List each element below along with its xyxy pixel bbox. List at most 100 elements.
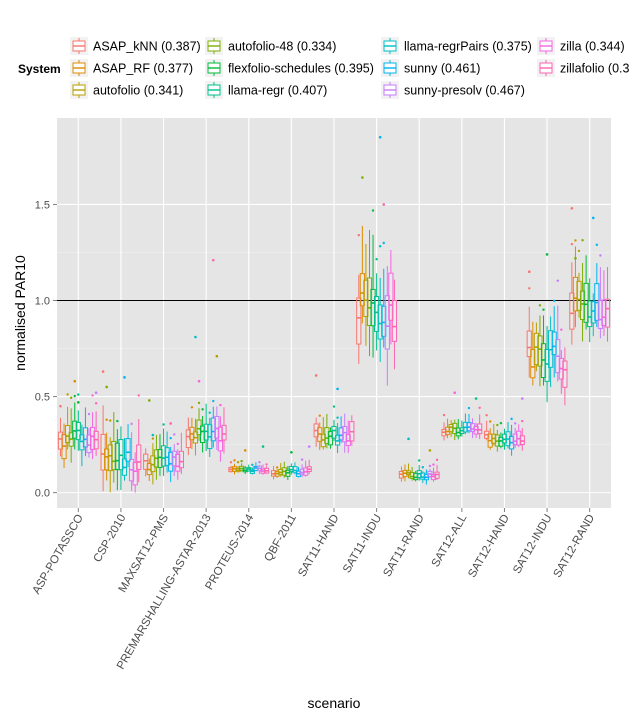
outlier-point (442, 413, 446, 417)
box (132, 462, 138, 486)
legend-label: llama-regr (0.407) (228, 84, 327, 98)
outlier-point (474, 397, 478, 400)
legend-key (205, 59, 223, 77)
y-axis-title: normalised PAR10 (12, 255, 28, 371)
legend-key (381, 81, 399, 99)
box (143, 453, 149, 470)
outlier-point (485, 414, 488, 417)
y-tick-label: 0.0 (35, 488, 50, 500)
outlier-point (151, 437, 155, 440)
x-tick-label: SAT11-RAND (381, 513, 426, 580)
outlier-point (251, 463, 254, 466)
outlier-point (556, 279, 559, 282)
legend-key (537, 37, 555, 55)
box (338, 427, 344, 441)
box (381, 305, 387, 337)
x-tick-label: PROTEUS-2014 (203, 512, 256, 592)
outlier-point (258, 461, 261, 464)
x-tick-label: SAT11-HAND (296, 513, 341, 580)
outlier-point (275, 466, 279, 469)
outlier-point (336, 416, 339, 419)
box (363, 279, 369, 317)
box (221, 424, 227, 441)
outlier-point (233, 459, 236, 462)
outlier-point (243, 449, 247, 452)
outlier-point (123, 376, 126, 379)
outlier-point (94, 391, 98, 395)
outlier-point (176, 442, 179, 446)
box (537, 335, 543, 367)
legend-label: ASAP_RF (0.377) (93, 62, 193, 76)
outlier-point (169, 422, 172, 425)
legend-key (205, 81, 223, 99)
box (150, 455, 156, 473)
box (601, 299, 607, 326)
outlier-point (300, 458, 304, 461)
box (86, 434, 92, 454)
box (374, 296, 380, 332)
outlier-point (591, 216, 595, 220)
box (100, 433, 106, 471)
box (359, 273, 365, 307)
outlier-point (307, 445, 311, 448)
outlier-point (169, 436, 172, 440)
x-tick-label: SAT12-RAND (552, 513, 598, 580)
outlier-point (357, 233, 360, 237)
box (572, 276, 579, 312)
x-tick-label: PREMARSHALLING-ASTAR-2013 (115, 513, 214, 672)
outlier-point (570, 242, 574, 246)
box (331, 425, 337, 439)
outlier-point (336, 387, 339, 391)
outlier-point (478, 406, 481, 410)
outlier-point (435, 458, 439, 462)
outlier-point (194, 335, 197, 339)
outlier-point (378, 135, 382, 139)
box (583, 282, 589, 323)
outlier-point (137, 394, 140, 397)
box (562, 360, 568, 388)
box (587, 300, 593, 328)
outlier-point (574, 256, 577, 260)
outlier-point (215, 354, 219, 358)
outlier-point (467, 406, 471, 410)
box (604, 298, 611, 328)
outlier-point (428, 449, 432, 452)
outlier-point (261, 445, 265, 448)
outlier-point (265, 463, 268, 466)
legend-label: sunny-presolv (0.467) (404, 84, 525, 98)
box (104, 448, 110, 471)
box (544, 348, 550, 382)
outlier-point (489, 420, 492, 423)
y-tick-label: 0.5 (35, 392, 50, 404)
box (413, 472, 419, 481)
outlier-point (577, 249, 581, 253)
box (210, 417, 216, 442)
legend-label: zillafolio (0.3 (560, 62, 630, 76)
box (65, 425, 71, 443)
outlier-point (201, 408, 204, 411)
outlier-point (147, 399, 151, 402)
outlier-point (314, 374, 318, 377)
outlier-point (382, 241, 385, 245)
outlier-point (581, 239, 584, 242)
outlier-point (570, 206, 574, 210)
outlier-point (542, 308, 545, 311)
outlier-point (332, 405, 336, 408)
outlier-point (116, 419, 119, 423)
legend-key (70, 81, 88, 99)
outlier-point (371, 209, 375, 212)
box (185, 429, 191, 449)
x-tick-label: QBF-2011 (262, 513, 298, 564)
legend-key (205, 37, 223, 55)
outlier-point (66, 393, 69, 396)
outlier-point (378, 245, 382, 248)
box (82, 427, 89, 448)
outlier-point (496, 423, 499, 427)
box (498, 436, 504, 447)
outlier-point (105, 418, 108, 421)
box (217, 426, 224, 452)
legend-key (381, 59, 399, 77)
outlier-point (162, 423, 165, 426)
x-axis-title: scenario (308, 695, 361, 711)
